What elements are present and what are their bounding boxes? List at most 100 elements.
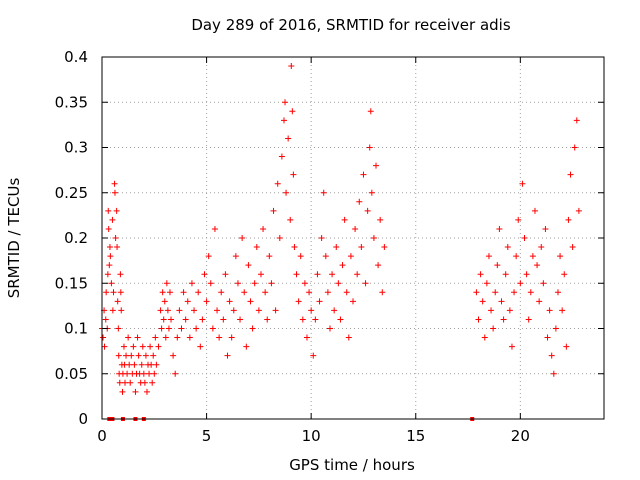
data-point <box>504 244 511 251</box>
data-point <box>118 307 125 314</box>
data-point <box>211 225 218 232</box>
data-point <box>166 289 173 296</box>
data-point <box>205 253 212 260</box>
data-point <box>299 316 306 323</box>
data-point <box>496 225 503 232</box>
data-point <box>354 271 361 278</box>
data-point <box>290 171 297 178</box>
data-point <box>494 262 501 269</box>
y-tick-label: 0.4 <box>64 48 88 66</box>
data-point <box>226 298 233 305</box>
data-point <box>266 253 273 260</box>
data-point <box>186 334 193 341</box>
data-point <box>115 352 122 359</box>
data-point <box>506 307 513 314</box>
data-point <box>567 171 574 178</box>
data-point <box>122 379 129 386</box>
data-point <box>141 379 148 386</box>
data-point <box>291 244 298 251</box>
data-point <box>293 271 300 278</box>
data-point <box>232 253 239 260</box>
data-point <box>379 289 386 296</box>
data-point <box>142 352 149 359</box>
y-tick-label: 0.2 <box>64 229 88 247</box>
data-point <box>527 289 534 296</box>
x-axis-title: GPS time / hours <box>289 456 415 474</box>
data-point <box>159 289 166 296</box>
chart-title: Day 289 of 2016, SRMTID for receiver adi… <box>191 16 511 34</box>
data-point <box>479 298 486 305</box>
data-point <box>335 280 342 287</box>
x-tick-label: 20 <box>511 427 530 445</box>
data-point <box>243 343 250 350</box>
data-point <box>191 307 198 314</box>
data-point <box>262 289 269 296</box>
data-point <box>176 307 183 314</box>
data-point <box>301 280 308 287</box>
data-point <box>571 144 578 151</box>
data-point <box>552 325 559 332</box>
data-point <box>116 379 123 386</box>
y-tick-labels: 0 0.05 0.1 0.15 0.2 0.25 0.3 0.35 0.4 <box>55 48 88 428</box>
data-point <box>276 235 283 241</box>
data-point <box>110 289 117 296</box>
data-point <box>193 325 200 332</box>
data-point <box>131 361 138 368</box>
data-point <box>102 316 109 323</box>
data-point <box>155 343 162 350</box>
data-points <box>99 63 582 421</box>
data-point <box>563 343 570 350</box>
data-point <box>502 271 509 278</box>
tick-marks <box>101 56 604 420</box>
data-point <box>111 189 118 196</box>
data-point <box>160 316 167 323</box>
y-tick-label: 0.15 <box>55 274 88 292</box>
data-point <box>165 325 172 332</box>
data-point <box>312 316 319 323</box>
data-point <box>548 352 555 359</box>
data-point <box>488 307 495 314</box>
data-point <box>120 343 127 350</box>
data-point <box>540 280 547 287</box>
data-point <box>130 343 137 350</box>
data-point <box>373 162 380 169</box>
data-point <box>362 280 369 287</box>
data-point <box>174 334 181 341</box>
data-point <box>515 216 522 223</box>
data-point <box>143 388 150 395</box>
data-point <box>149 379 156 386</box>
data-point <box>134 334 141 341</box>
data-point <box>224 352 231 359</box>
grid-lines <box>102 57 604 419</box>
data-point <box>288 63 295 70</box>
data-point <box>320 189 327 196</box>
data-point <box>249 325 256 332</box>
data-point <box>100 334 107 341</box>
data-point <box>106 244 113 251</box>
data-point <box>367 108 374 115</box>
data-point <box>108 280 115 287</box>
data-point <box>101 343 108 350</box>
data-point <box>151 370 158 377</box>
data-point <box>375 262 382 269</box>
data-point <box>481 334 488 341</box>
data-point <box>483 280 490 287</box>
data-point <box>124 370 131 377</box>
data-point <box>148 361 155 368</box>
data-point <box>255 307 262 314</box>
data-point <box>314 271 321 278</box>
data-point <box>157 307 164 314</box>
data-point <box>119 388 126 395</box>
data-point <box>326 325 333 332</box>
data-point <box>538 244 545 251</box>
data-point <box>531 207 538 214</box>
data-point <box>241 289 248 296</box>
data-point <box>222 271 229 278</box>
data-point <box>289 108 296 115</box>
data-point <box>114 244 121 251</box>
data-point <box>128 352 135 359</box>
data-point <box>201 271 208 278</box>
data-point <box>377 216 384 223</box>
data-point <box>360 171 367 178</box>
